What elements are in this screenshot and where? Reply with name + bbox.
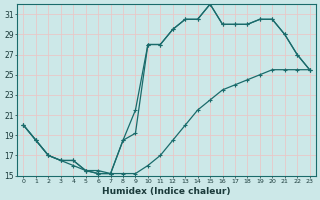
X-axis label: Humidex (Indice chaleur): Humidex (Indice chaleur) (102, 187, 231, 196)
